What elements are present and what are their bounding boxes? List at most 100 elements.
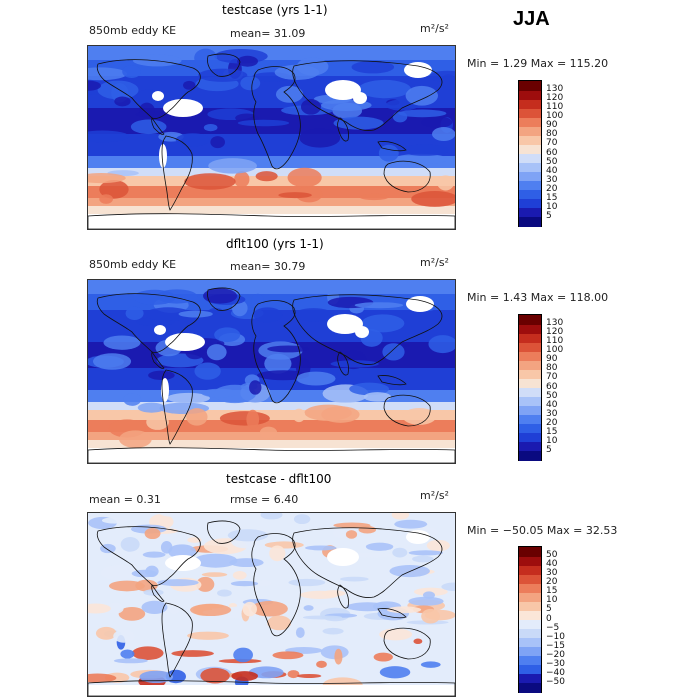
contour-field [88,46,455,229]
colorbar-tick-label: 5 [546,210,552,221]
colorbar-tick-label: 130 [546,318,564,329]
colorbar-tick-label: 40 [546,559,558,570]
colorbar-tick-label: 50 [546,550,558,561]
colorbar-swatch [519,351,541,361]
colorbar-tick-label: 0 [546,613,552,624]
mean-label-mid: mean= 30.79 [230,260,306,273]
colorbar-swatch [519,414,541,425]
colorbar-swatch [519,216,541,227]
colorbar-swatch [519,126,541,136]
map-panel-bot [87,512,456,697]
colorbar-swatch [519,198,541,209]
rmse-label-bot: rmse = 6.40 [230,493,299,506]
colorbar-tick-label: 30 [546,174,558,185]
colorbar-tick-label: 10 [546,201,558,212]
colorbar-swatch [519,333,541,343]
colorbar-swatch [519,664,541,675]
colorbar-tick-label: 80 [546,129,558,140]
colorbar-swatch [519,628,541,639]
colorbar-swatch [519,682,541,693]
colorbar-swatch [519,655,541,666]
units-label-bot: m²/s² [420,489,449,502]
colorbar-swatch [519,387,541,398]
colorbar-tick-label: 60 [546,147,558,158]
colorbar-swatch [519,423,541,434]
range-label-bot: Min = −50.05 Max = 32.53 [467,524,618,537]
colorbar-swatch [519,342,541,352]
colorbar-tick-label: 90 [546,120,558,131]
colorbar-swatch [519,369,541,379]
colorbar-tick-label: −10 [546,631,565,642]
colorbar-swatch [519,619,541,630]
colorbar-tick-label: 130 [546,84,564,95]
colorbar-swatch [519,556,541,566]
colorbar-tick-label: 70 [546,372,558,383]
colorbar-swatch [519,441,541,452]
units-label-top: m²/s² [420,22,449,35]
mean-label-bot: mean = 0.31 [89,493,161,506]
colorbar-swatch [519,144,541,154]
colorbar-swatch [519,646,541,657]
colorbar-tick-label: 20 [546,577,558,588]
colorbar-top [518,80,542,227]
colorbar-swatch [519,601,541,611]
colorbar-tick-label: 120 [546,327,564,338]
colorbar-tick-label: −20 [546,649,565,660]
colorbar-tick-label: 90 [546,354,558,365]
colorbar-swatch [519,592,541,602]
variable-label-mid: 850mb eddy KE [89,258,177,271]
colorbar-mid [518,314,542,461]
colorbar-tick-label: −50 [546,676,565,687]
colorbar-tick-label: 30 [546,408,558,419]
colorbar-swatch [519,108,541,118]
colorbar-tick-label: 10 [546,435,558,446]
mean-label-top: mean= 31.09 [230,27,306,40]
colorbar-tick-label: 100 [546,345,564,356]
colorbar-swatch [519,180,541,191]
units-label-mid: m²/s² [420,256,449,269]
colorbar-tick-label: −5 [546,622,560,633]
panel-title-top: testcase (yrs 1-1) [222,3,328,17]
colorbar-swatch [519,315,541,325]
colorbar-swatch [519,324,541,334]
range-label-top: Min = 1.29 Max = 115.20 [467,57,609,70]
colorbar-swatch [519,583,541,593]
colorbar-tick-label: −15 [546,640,565,651]
colorbar-swatch [519,90,541,100]
colorbar-tick-label: −30 [546,658,565,669]
colorbar-tick-label: 30 [546,568,558,579]
colorbar-swatch [519,396,541,407]
colorbar-swatch [519,117,541,127]
map-panel-top [87,45,456,230]
colorbar-tick-label: 110 [546,102,564,113]
colorbar-tick-label: 15 [546,192,558,203]
colorbar-swatch [519,360,541,370]
colorbar-swatch [519,565,541,575]
colorbar-swatch [519,637,541,648]
colorbar-tick-label: −40 [546,667,565,678]
colorbar-tick-label: 20 [546,417,558,428]
colorbar-tick-label: 110 [546,336,564,347]
contour-field [88,513,455,696]
colorbar-swatch [519,574,541,584]
colorbar-swatch [519,207,541,218]
colorbar-tick-label: 120 [546,93,564,104]
colorbar-swatch [519,99,541,109]
colorbar-tick-label: 20 [546,183,558,194]
map-panel-mid [87,279,456,464]
colorbar-swatch [519,189,541,200]
colorbar-tick-label: 70 [546,138,558,149]
contour-field [88,280,455,463]
panel-title-mid: dflt100 (yrs 1-1) [226,237,324,251]
colorbar-swatch [519,162,541,173]
colorbar-swatch [519,153,541,164]
colorbar-swatch [519,673,541,684]
colorbar-tick-label: 40 [546,165,558,176]
colorbar-tick-label: 100 [546,111,564,122]
colorbar-tick-label: 15 [546,426,558,437]
colorbar-swatch [519,378,541,388]
colorbar-tick-label: 50 [546,156,558,167]
colorbar-tick-label: 10 [546,595,558,606]
colorbar-swatch [519,610,541,620]
colorbar-tick-label: 80 [546,363,558,374]
